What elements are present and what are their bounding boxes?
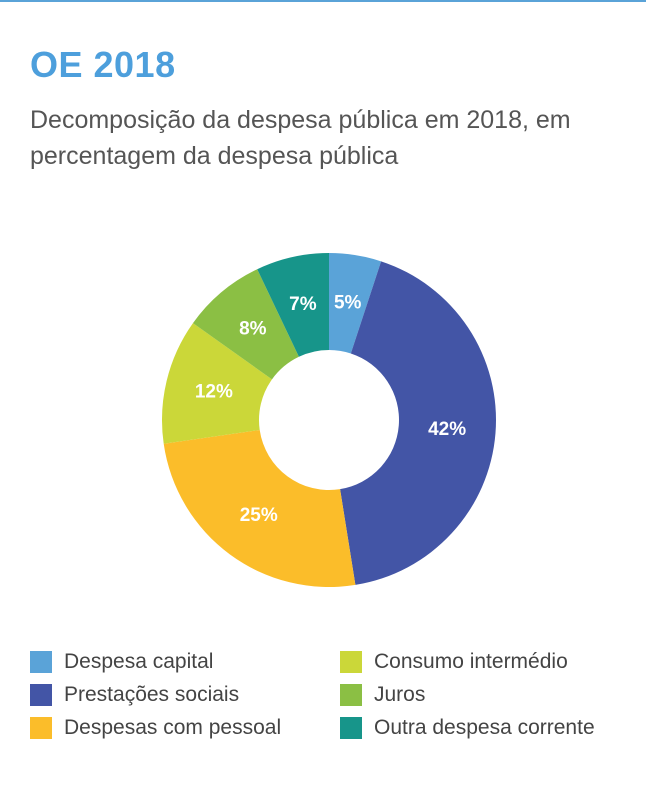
legend-item-prestacoes-sociais: Prestações sociais [30, 681, 239, 709]
donut-chart-svg: 5% 42% 25% 12% 8% 7% [162, 253, 497, 587]
legend-swatch-prestacoes-sociais [30, 684, 52, 706]
top-rule [0, 0, 646, 2]
legend-item-despesas-com-pessoal: Despesas com pessoal [30, 714, 281, 742]
legend-label-consumo-intermedio: Consumo intermédio [374, 650, 568, 673]
legend-swatch-despesas-com-pessoal [30, 717, 52, 739]
legend-label-prestacoes-sociais: Prestações sociais [64, 683, 240, 706]
legend-label-despesa-capital: Despesa capital [64, 650, 214, 673]
legend-label-outra-despesa-corrente: Outra despesa corrente [374, 716, 595, 739]
legend-item-outra-despesa-corrente: Outra despesa corrente [340, 714, 595, 742]
slice-label-juros: 8% [239, 319, 267, 340]
legend-label-juros: Juros [374, 683, 426, 706]
slice-label-consumo-intermedio: 12% [195, 382, 233, 403]
slice-label-despesa-capital: 5% [334, 292, 362, 313]
legend-swatch-outra-despesa-corrente [340, 717, 362, 739]
legend-label-despesas-com-pessoal: Despesas com pessoal [64, 716, 282, 739]
slice-juros [192, 269, 299, 380]
donut-chart: 5% 42% 25% 12% 8% 7% [0, 200, 646, 620]
legend-swatch-juros [340, 684, 362, 706]
slice-despesas-com-pessoal [163, 429, 356, 587]
legend-swatch-despesa-capital [30, 651, 52, 673]
slice-despesa-capital [329, 253, 382, 354]
slice-outra-despesa-corrente [257, 253, 329, 357]
slice-prestacoes-sociais [340, 261, 497, 585]
legend-item-consumo-intermedio: Consumo intermédio [340, 648, 568, 676]
legend-item-juros: Juros [340, 681, 425, 709]
slice-label-outra-despesa-corrente: 7% [289, 294, 317, 315]
chart-subtitle: Decomposição da despesa pública em 2018,… [30, 106, 571, 170]
legend-item-despesa-capital: Despesa capital [30, 648, 213, 676]
chart-title: OE 2018 [30, 44, 176, 85]
legend-swatch-consumo-intermedio [340, 651, 362, 673]
slice-label-prestacoes-sociais: 42% [428, 419, 466, 440]
slice-consumo-intermedio [162, 323, 272, 444]
slice-label-despesas-com-pessoal: 25% [240, 505, 278, 526]
